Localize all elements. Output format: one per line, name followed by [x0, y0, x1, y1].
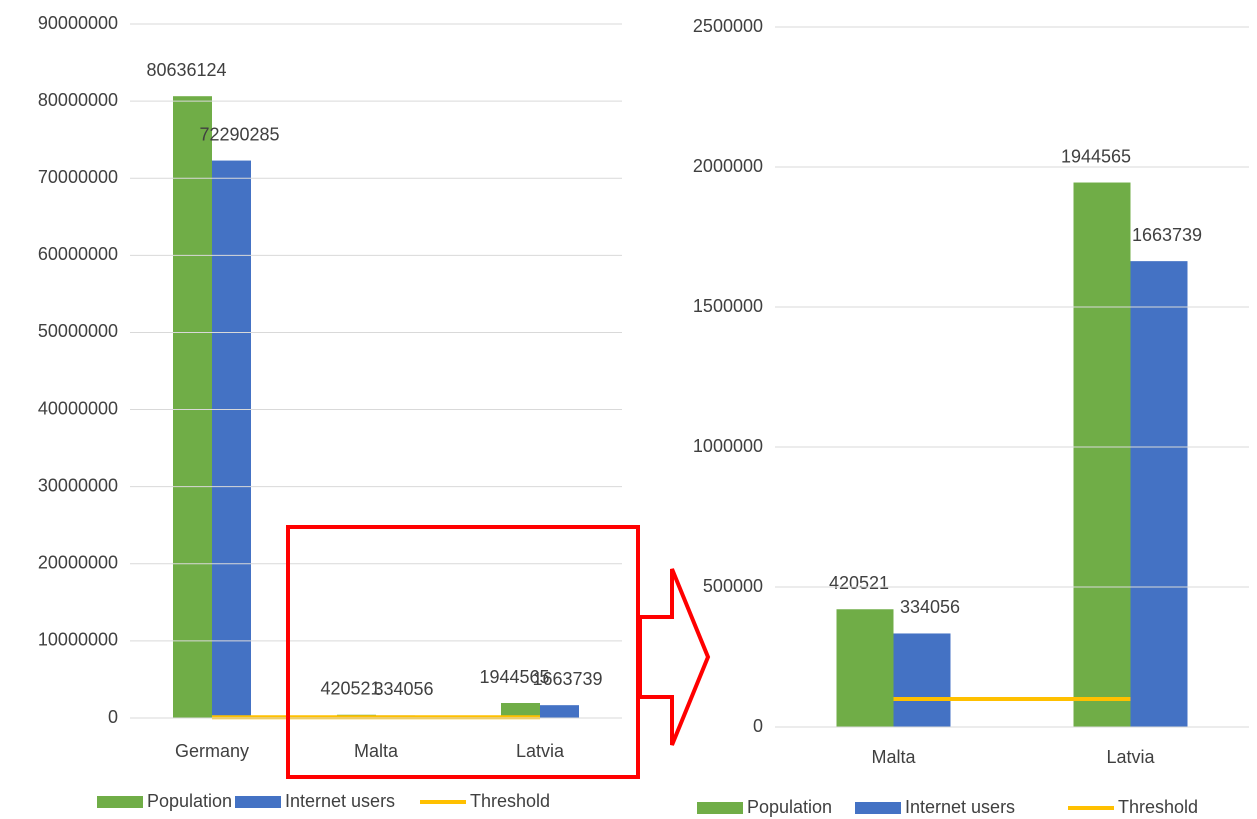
- bar: [173, 96, 212, 719]
- bar: [212, 160, 251, 718]
- bar: [1130, 261, 1188, 727]
- y-tick-label: 1000000: [693, 436, 763, 456]
- bar: [836, 609, 894, 727]
- y-tick-label: 0: [753, 716, 763, 736]
- highlight-box: [286, 525, 640, 779]
- legend-label: Internet users: [905, 797, 1015, 817]
- y-tick-label: 0: [108, 707, 118, 727]
- x-tick-label: Latvia: [1106, 747, 1155, 767]
- arrow: [638, 568, 711, 746]
- data-label: 72290285: [199, 124, 279, 144]
- legend-swatch: [235, 796, 281, 808]
- data-label: 1663739: [1132, 225, 1202, 245]
- legend-label: Threshold: [1118, 797, 1198, 817]
- x-tick-label: Malta: [354, 741, 399, 761]
- legend-label: Population: [147, 791, 232, 811]
- y-tick-label: 2500000: [693, 16, 763, 36]
- y-tick-label: 2000000: [693, 156, 763, 176]
- data-label: 334056: [373, 679, 433, 699]
- bar: [893, 633, 951, 727]
- legend-label: Population: [747, 797, 832, 817]
- legend-swatch: [97, 796, 143, 808]
- y-tick-label: 20000000: [38, 553, 118, 573]
- x-tick-label: Latvia: [516, 741, 565, 761]
- x-tick-label: Malta: [871, 747, 916, 767]
- x-tick-label: Germany: [175, 741, 249, 761]
- y-tick-label: 500000: [703, 576, 763, 596]
- data-label: 1944565: [1061, 146, 1131, 166]
- y-tick-label: 60000000: [38, 244, 118, 264]
- bar: [501, 703, 540, 718]
- y-tick-label: 10000000: [38, 630, 118, 650]
- y-tick-label: 1500000: [693, 296, 763, 316]
- y-tick-label: 40000000: [38, 398, 118, 418]
- legend-swatch: [697, 802, 743, 814]
- y-tick-label: 50000000: [38, 321, 118, 341]
- data-label: 420521: [829, 573, 889, 593]
- y-tick-label: 30000000: [38, 475, 118, 495]
- y-tick-label: 70000000: [38, 167, 118, 187]
- data-label: 1663739: [532, 669, 602, 689]
- data-label: 420521: [320, 679, 380, 699]
- legend-swatch: [855, 802, 901, 814]
- legend-label: Internet users: [285, 791, 395, 811]
- y-tick-label: 90000000: [38, 13, 118, 33]
- bar: [1073, 182, 1131, 728]
- legend-label: Threshold: [470, 791, 550, 811]
- data-label: 1944565: [479, 667, 549, 687]
- data-label: 334056: [900, 597, 960, 617]
- data-label: 80636124: [146, 60, 226, 80]
- y-tick-label: 80000000: [38, 90, 118, 110]
- bar: [540, 705, 579, 718]
